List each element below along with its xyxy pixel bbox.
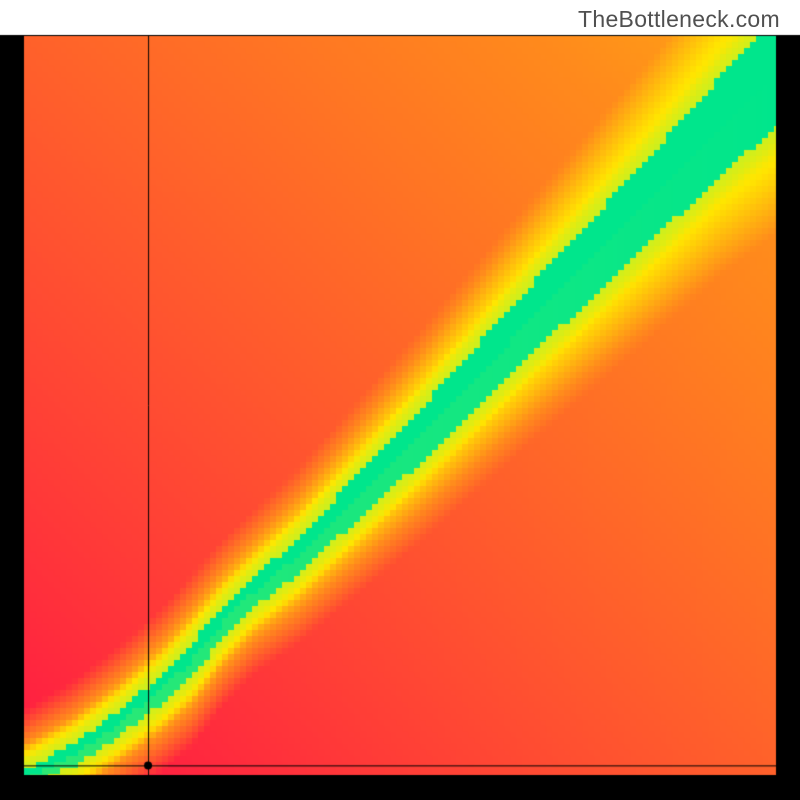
heatmap-canvas <box>0 0 800 800</box>
watermark-text: TheBottleneck.com <box>578 6 780 33</box>
figure-container: TheBottleneck.com <box>0 0 800 800</box>
